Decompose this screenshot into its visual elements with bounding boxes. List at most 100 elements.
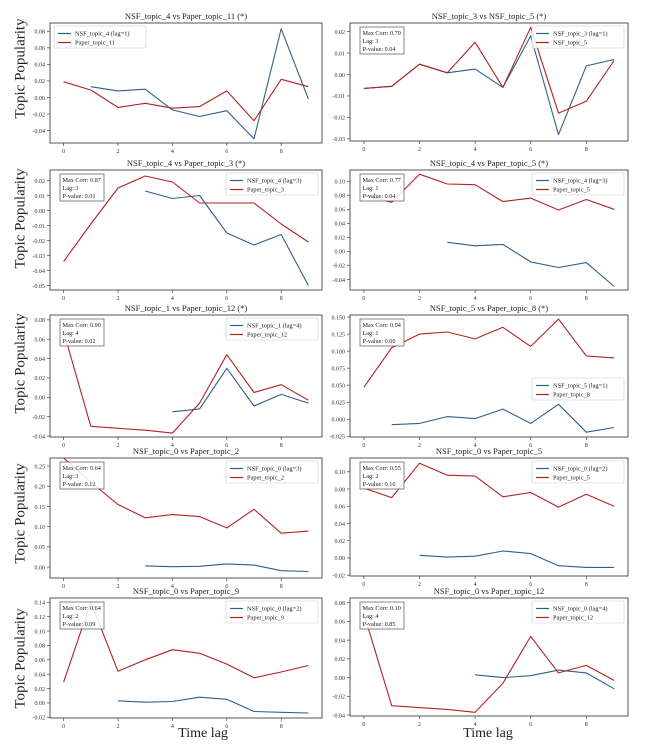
x-tick-label: 2: [117, 584, 120, 590]
legend-box: [531, 172, 625, 196]
x-tick-label: 8: [280, 443, 283, 449]
annotation-line: P-value: 0.16: [363, 481, 396, 488]
y-tick-label: 0.050: [332, 384, 346, 390]
series-line-paper: [363, 613, 615, 713]
annotation-line: P-value: 0.04: [363, 193, 396, 200]
series-line-nsf: [447, 241, 615, 287]
x-tick-label: 6: [225, 296, 228, 302]
annotation-box: [359, 318, 405, 347]
annotation-line: Max Corr: 0.77: [363, 177, 401, 184]
series-line-nsf: [145, 190, 309, 286]
x-tick-label: 2: [418, 722, 421, 728]
legend-box: [225, 460, 319, 484]
plot-frame: [49, 597, 323, 719]
annotation-line: Max Corr: 0.10: [363, 605, 401, 612]
y-tick-label: -0.01: [33, 224, 46, 230]
x-tick-label: 0: [362, 296, 365, 302]
y-tick-label: 0.075: [332, 366, 346, 372]
panel-title: NSF_topic_1 vs Paper_topic_12 (*): [125, 303, 248, 313]
y-tick-label: 0.02: [335, 30, 346, 36]
y-tick-label: 0.00: [35, 396, 46, 402]
annotation-line: Lag: 2: [363, 473, 379, 480]
y-tick-label: 0.025: [332, 401, 346, 407]
legend: NSF_topic_4 (lag=1) Paper_topic_11: [53, 25, 147, 49]
annotation-line: P-value: 0.01: [63, 193, 96, 200]
panel-title: NSF_topic_0 vs Paper_topic_12: [434, 586, 545, 596]
y-tick-label: 0.02: [35, 687, 46, 693]
annotation-line: Max Corr: 0.90: [63, 322, 101, 329]
annotation-line: Lag: 4: [63, 330, 79, 337]
y-tick-label: -0.05: [33, 284, 46, 290]
plot-frame: [349, 22, 629, 142]
y-tick-label: 0.06: [335, 505, 346, 511]
series-line-nsf: [419, 550, 615, 568]
plot-frame: [349, 597, 629, 717]
x-tick-label: 4: [474, 147, 477, 153]
panel-10: NSF_topic_0 vs Paper_topic_12 -0.04 -0.02 0…: [333, 586, 629, 728]
series-line-paper: [363, 173, 615, 211]
y-axis-label-row-5: Topic Popularity: [12, 608, 29, 709]
y-tick-label: -0.02: [33, 415, 46, 421]
legend: NSF_topic_0 (lag=2) Paper_topic_5: [531, 460, 625, 484]
x-tick-label: 6: [529, 296, 532, 302]
annotation-box: [359, 461, 405, 490]
annotation-line: Max Corr: 0.64: [63, 465, 101, 472]
panel-3: NSF_topic_4 vs Paper_topic_3 (*) -0.05 -0.…: [33, 158, 323, 302]
x-tick-label: 8: [280, 584, 283, 590]
y-tick-label: 0.00: [35, 565, 46, 571]
x-tick-label: 0: [362, 147, 365, 153]
annotation-line: Max Corr: 0.64: [63, 605, 101, 612]
annotation-box: [359, 173, 405, 202]
x-tick-label: 2: [418, 296, 421, 302]
y-tick-label: 0.10: [35, 525, 46, 531]
legend: NSF_topic_0 (lag=2) Paper_topic_9: [225, 600, 319, 624]
legend-label: Paper_topic_3: [247, 187, 284, 194]
x-tick-label: 0: [62, 149, 65, 155]
plot-frame: [49, 314, 323, 438]
plot-frame: [349, 169, 629, 291]
y-tick-label: -0.03: [33, 254, 46, 260]
legend-box: [53, 25, 147, 49]
y-tick-label: 0.12: [35, 615, 46, 621]
legend-label: NSF_topic_4 (lag=3): [553, 178, 608, 185]
y-tick-label: -0.01: [333, 94, 346, 100]
y-tick-label: 0.150: [332, 315, 346, 321]
legend-label: NSF_topic_0 (lag=2): [247, 606, 302, 613]
x-tick-label: 2: [117, 149, 120, 155]
panel-title: NSF_topic_0 vs Paper_topic_9: [133, 586, 239, 596]
y-tick-label: 0.000: [332, 418, 346, 424]
panel-9: NSF_topic_0 vs Paper_topic_9 -0.02 0.00 0.0…: [33, 586, 323, 730]
legend-label: Paper_topic_5: [553, 475, 590, 482]
plot-frame: [349, 314, 629, 438]
x-tick-label: 0: [62, 443, 65, 449]
legend: NSF_topic_5 (lag=1) Paper_topic_8: [531, 377, 625, 401]
x-axis-label-left: Time lag: [178, 726, 228, 741]
y-tick-label: 0.08: [335, 194, 346, 200]
y-tick-label: 0.06: [335, 620, 346, 626]
x-tick-label: 2: [418, 582, 421, 588]
y-tick-label: 0.02: [335, 657, 346, 663]
y-tick-label: 0.15: [35, 505, 46, 511]
y-tick-label: 0.125: [332, 332, 346, 338]
x-tick-label: 6: [529, 443, 532, 449]
annotation-line: Max Corr: 0.94: [363, 322, 401, 329]
legend-box: [225, 172, 319, 196]
legend: NSF_topic_4 (lag=3) Paper_topic_5: [531, 172, 625, 196]
x-tick-label: 0: [62, 296, 65, 302]
annotation-line: Max Corr: 0.79: [363, 30, 401, 37]
annotation-box: [59, 318, 105, 347]
y-tick-label: 0.00: [35, 701, 46, 707]
series-line-paper: [63, 78, 309, 122]
y-axis-label-row-2: Topic Popularity: [12, 168, 29, 269]
panel-2: NSF_topic_3 vs NSF_topic_5 (*) -0.03 -0.02…: [333, 11, 629, 153]
y-tick-label: 0.00: [335, 73, 346, 79]
y-tick-label: 0.08: [35, 644, 46, 650]
legend: NSF_topic_1 (lag=4) Paper_topic_12: [225, 317, 319, 341]
series-line-nsf: [117, 696, 309, 714]
series-line-paper: [363, 26, 615, 114]
x-tick-label: 8: [585, 147, 588, 153]
